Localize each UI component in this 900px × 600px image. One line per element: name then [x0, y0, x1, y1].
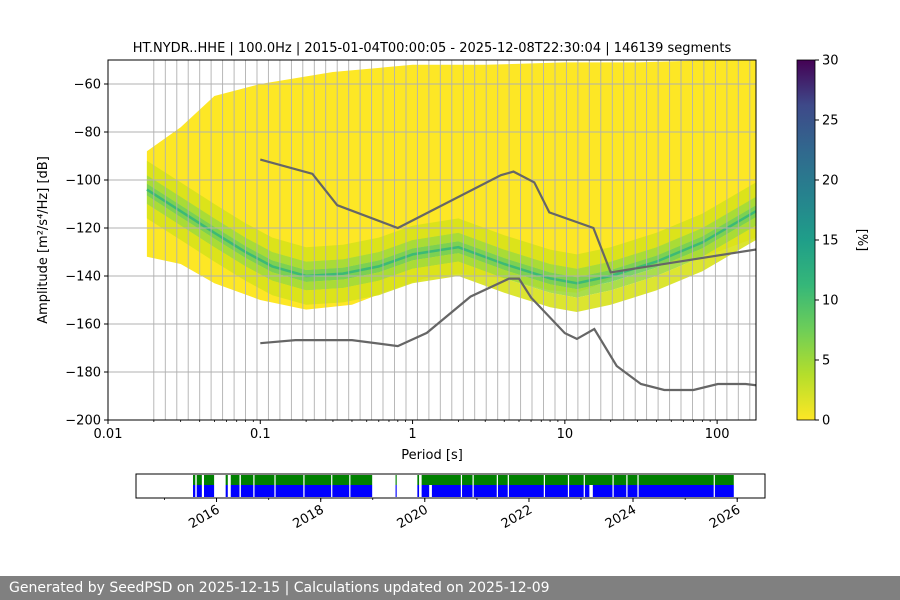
y-tick-label: −140: [65, 270, 101, 285]
footer-bar: Generated by SeedPSD on 2025-12-15 | Cal…: [0, 576, 900, 600]
usage-bar: [230, 485, 240, 497]
data-gap: [567, 475, 570, 497]
y-tick-label: −120: [65, 222, 101, 237]
colorbar-tick-label: 30: [822, 54, 839, 69]
timeline-year-label: 2026: [707, 502, 743, 532]
timeline-year-label: 2020: [395, 502, 431, 532]
data-gap: [331, 475, 333, 497]
density-mode-ridge: [146, 188, 756, 285]
colorbar-tick-label: 0: [822, 414, 830, 429]
y-tick-label: −100: [65, 174, 101, 189]
usage-gap: [589, 485, 593, 497]
colorbar: 0 5 10 15 20 25 30 [%]: [796, 54, 869, 429]
data-gap: [583, 475, 585, 497]
psd-plot-area: 0.01 0.1 1 10 100 −200 −180 −160 −140 −120 −100 −8…: [65, 59, 757, 442]
x-axis-label: Period [s]: [401, 448, 463, 463]
data-gap: [496, 475, 498, 497]
data-gap: [349, 475, 351, 497]
timeline-bars: [193, 475, 734, 497]
usage-bar: [225, 485, 228, 497]
nhnm-line: [260, 158, 756, 274]
figure-canvas: HT.NYDR..HHE | 100.0Hz | 2015-01-04T00:0…: [36, 41, 869, 532]
usage-bar: [196, 485, 202, 497]
data-availability-timeline: 2016 2018 2020 2022 2024 2026: [135, 473, 766, 532]
timeline-year-label: 2022: [499, 502, 535, 532]
data-gap: [637, 475, 639, 497]
data-gap: [713, 475, 715, 497]
chart-title: HT.NYDR..HHE | 100.0Hz | 2015-01-04T00:0…: [133, 41, 732, 56]
data-gap: [274, 475, 276, 497]
colorbar-tick-label: 15: [822, 234, 839, 249]
footer-text: Generated by SeedPSD on 2025-12-15 | Cal…: [9, 580, 550, 596]
availability-bar: [240, 475, 373, 485]
colorbar-tick-label: 25: [822, 114, 839, 129]
availability-bar: [421, 475, 734, 485]
availability-bar: [230, 475, 240, 485]
availability-bar: [395, 475, 397, 485]
timeline-frame: [135, 473, 766, 499]
timeline-year-label: 2024: [603, 502, 639, 532]
data-gap: [253, 475, 255, 497]
usage-bar: [193, 485, 196, 497]
nlnm-line: [260, 277, 756, 392]
period-grid-lines: [153, 60, 751, 420]
x-axis-ticks: 0.01 0.1 1 10 100: [94, 420, 730, 442]
availability-bar: [417, 475, 420, 485]
usage-bar: [421, 485, 734, 497]
data-gap: [507, 475, 509, 497]
availability-bar: [193, 475, 196, 485]
y-tick-label: −60: [74, 78, 101, 93]
noise-model-lines: [260, 158, 756, 392]
timeline-year-label: 2016: [186, 502, 222, 532]
x-tick-label: 10: [557, 427, 574, 442]
data-gap: [303, 475, 305, 497]
timeline-year-ticks: 2016 2018 2020 2022 2024 2026: [164, 498, 743, 532]
timeline-year-label: 2018: [291, 502, 327, 532]
availability-bar: [203, 475, 215, 485]
availability-bar: [196, 475, 202, 485]
colorbar-tick-label: 20: [822, 174, 839, 189]
colorbar-tick-label: 10: [822, 294, 839, 309]
data-gap: [612, 475, 614, 497]
plot-frame: [107, 59, 757, 421]
x-tick-label: 1: [408, 427, 416, 442]
usage-gap: [429, 485, 432, 497]
usage-bar: [240, 485, 373, 497]
usage-bar: [203, 485, 215, 497]
x-tick-label: 0.1: [250, 427, 271, 442]
y-tick-label: −180: [65, 366, 101, 381]
y-tick-label: −80: [74, 126, 101, 141]
x-tick-label: 100: [705, 427, 730, 442]
y-tick-label: −160: [65, 318, 101, 333]
colorbar-gradient: [796, 59, 816, 421]
y-tick-label: −200: [65, 414, 101, 429]
colorbar-ticks: 0 5 10 15 20 25 30: [815, 54, 839, 429]
data-gap: [626, 475, 628, 497]
y-axis-label: Amplitude [m²/s⁴/Hz] [dB]: [36, 156, 51, 324]
data-gap: [472, 475, 474, 497]
usage-bar: [395, 485, 397, 497]
y-axis-ticks: −200 −180 −160 −140 −120 −100 −80 −60: [65, 78, 108, 429]
colorbar-label: [%]: [854, 229, 869, 252]
usage-bar: [417, 485, 420, 497]
x-tick-label: 0.01: [94, 427, 123, 442]
data-gap: [543, 475, 545, 497]
availability-bar: [225, 475, 228, 485]
colorbar-tick-label: 5: [822, 354, 830, 369]
data-gap: [460, 475, 463, 497]
